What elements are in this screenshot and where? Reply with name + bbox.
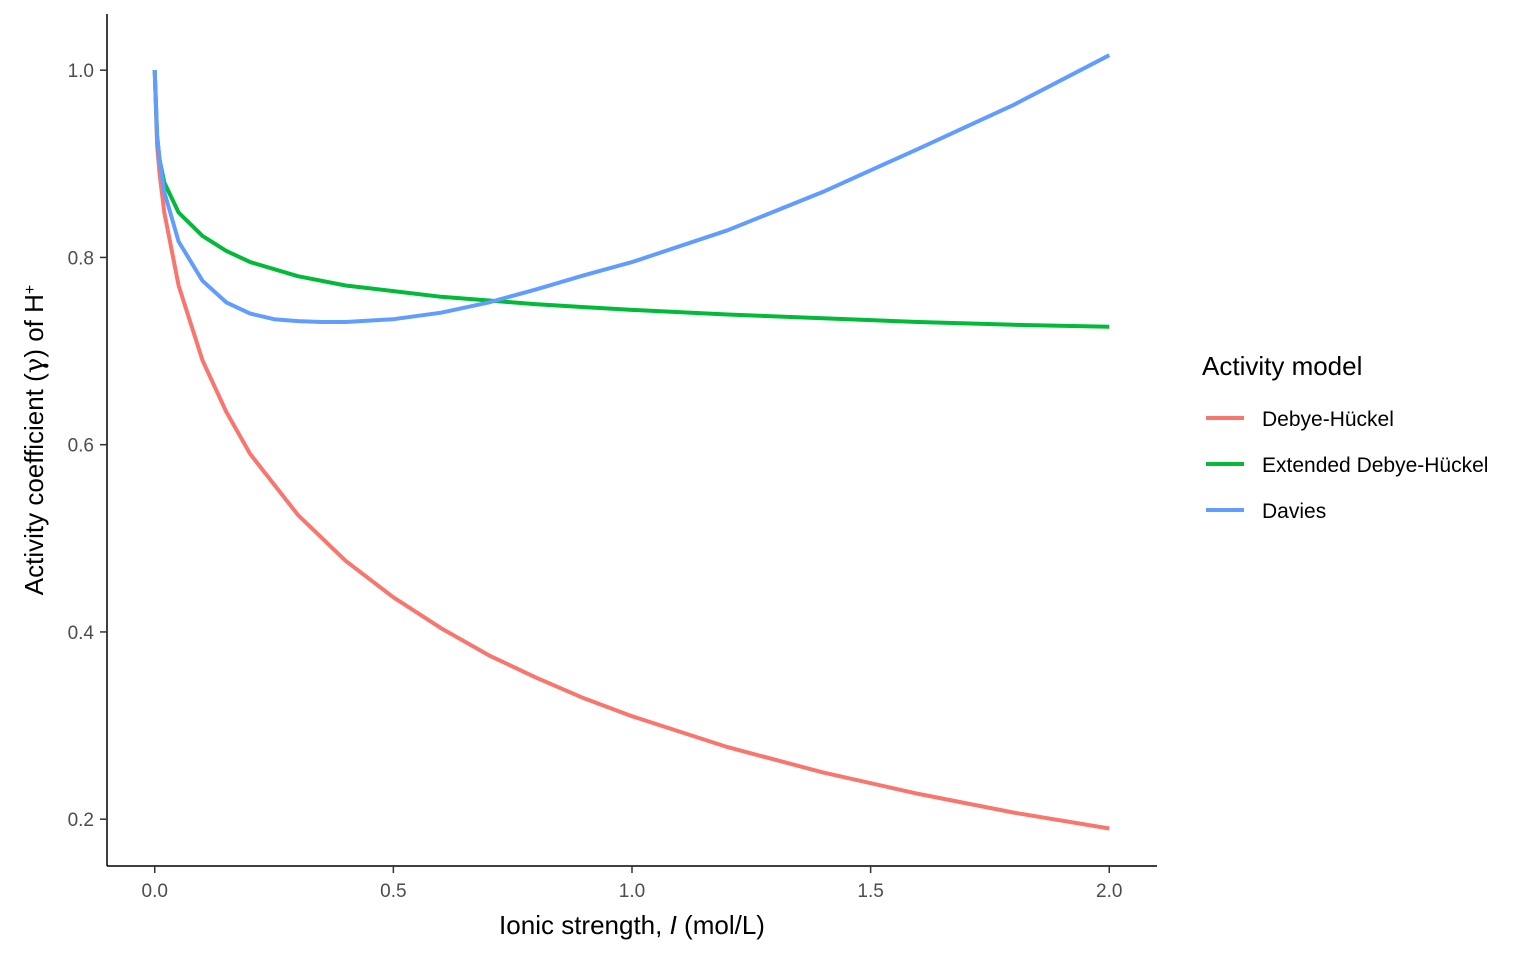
y-tick-label: 0.6 <box>68 436 94 457</box>
legend-items: Debye-Hückel Extended Debye-Hückel Davies <box>1206 408 1488 523</box>
x-tick-label: 1.5 <box>857 881 883 902</box>
x-tick-label: 0.0 <box>142 881 168 902</box>
plot-series <box>152 53 1111 831</box>
y-tick-label: 0.4 <box>68 623 95 644</box>
x-tick-label: 2.0 <box>1096 881 1122 902</box>
series-line-1 <box>152 70 1110 329</box>
y-axis-title: Activity coefficient (γ) of H+ <box>19 285 50 596</box>
legend-title: Activity model <box>1202 351 1362 381</box>
series-line-0 <box>152 70 1110 831</box>
x-tick-label: 1.0 <box>619 881 645 902</box>
series-line-2 <box>152 53 1111 324</box>
legend: Activity model Debye-Hückel Extended Deby… <box>1202 351 1488 523</box>
legend-label: Extended Debye-Hückel <box>1262 454 1488 477</box>
x-tick-label: 0.5 <box>380 881 406 902</box>
x-axis-title: Ionic strength, I (mol/L) <box>499 910 765 940</box>
legend-label: Debye-Hückel <box>1262 408 1394 431</box>
y-axis-ticks: 0.2 0.4 0.6 0.8 1.0 <box>68 61 107 831</box>
y-tick-label: 0.8 <box>68 248 94 269</box>
x-axis-ticks: 0.0 0.5 1.0 1.5 2.0 <box>142 866 1122 902</box>
legend-label: Davies <box>1262 500 1326 523</box>
y-tick-label: 0.2 <box>68 810 94 831</box>
y-tick-label: 1.0 <box>68 61 94 82</box>
